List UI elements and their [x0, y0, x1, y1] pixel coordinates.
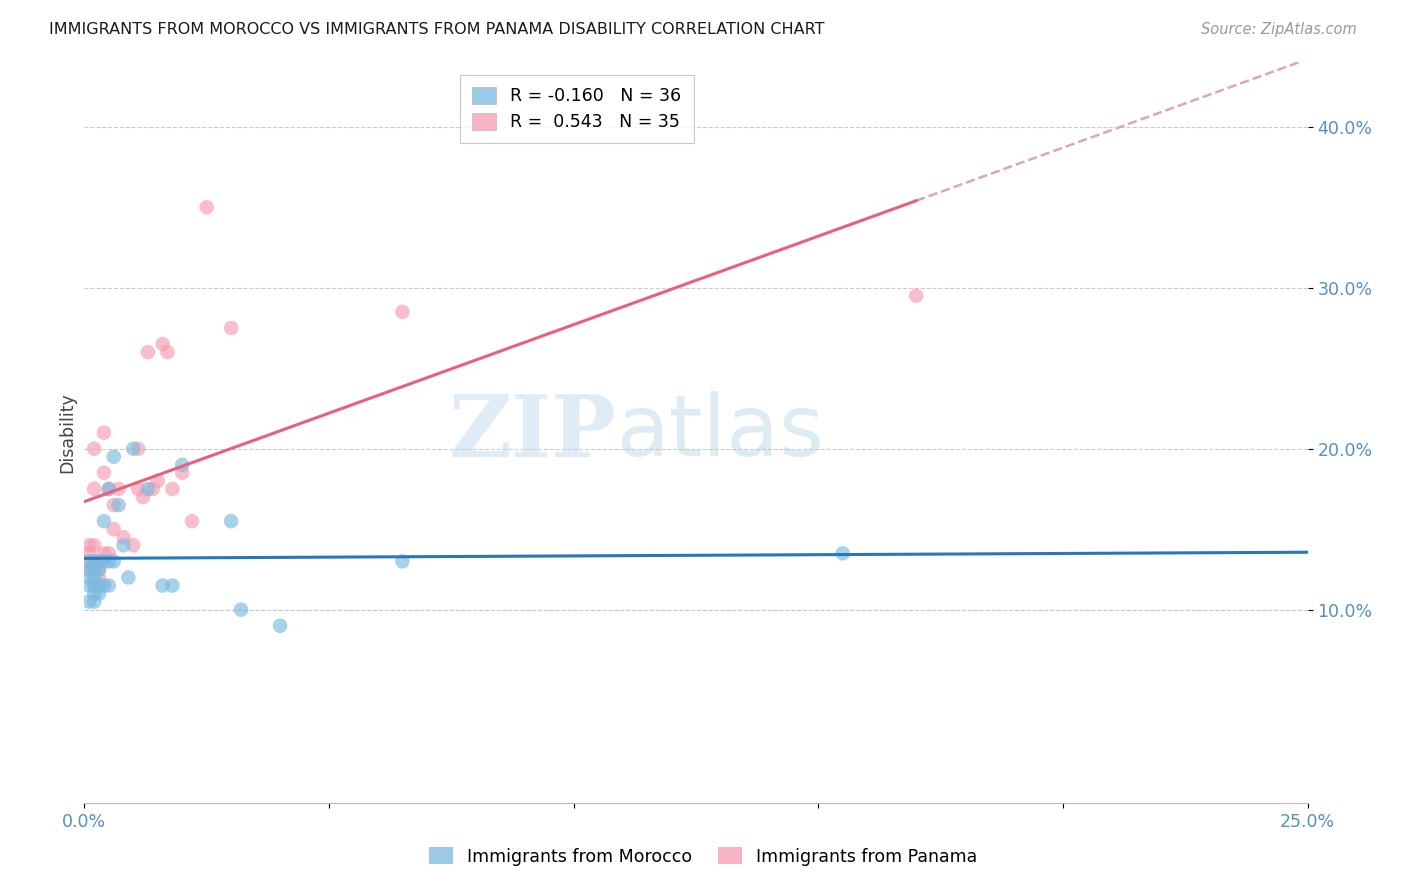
Point [132, 490, 155, 504]
Point [93, 554, 115, 568]
Point [83, 570, 105, 584]
Point [136, 482, 159, 496]
Point [229, 602, 252, 616]
Point [219, 321, 242, 335]
Point [127, 442, 149, 456]
Point [219, 514, 242, 528]
Point [122, 538, 145, 552]
Point [181, 514, 204, 528]
Point [77, 562, 100, 576]
Point [87, 562, 110, 576]
Point [146, 474, 169, 488]
Point [93, 514, 115, 528]
Point [93, 466, 115, 480]
Point [83, 482, 105, 496]
Point [117, 570, 139, 584]
Point [152, 337, 174, 351]
Point [87, 554, 110, 568]
Point [93, 546, 115, 560]
Point [103, 450, 125, 464]
Point [107, 498, 129, 512]
Point [156, 345, 179, 359]
Point [97, 546, 120, 560]
Point [77, 554, 100, 568]
Point [77, 554, 100, 568]
Point [93, 425, 115, 440]
Point [97, 482, 120, 496]
Point [83, 442, 105, 456]
Point [103, 554, 125, 568]
Y-axis label: Disability: Disability [58, 392, 76, 473]
Point [83, 586, 105, 600]
Point [905, 289, 928, 303]
Point [142, 482, 165, 496]
Point [103, 498, 125, 512]
Text: IMMIGRANTS FROM MOROCCO VS IMMIGRANTS FROM PANAMA DISABILITY CORRELATION CHART: IMMIGRANTS FROM MOROCCO VS IMMIGRANTS FR… [49, 22, 825, 37]
Point [77, 546, 100, 560]
Point [391, 554, 413, 568]
Point [87, 578, 110, 592]
Point [97, 482, 120, 496]
Point [97, 578, 120, 592]
Point [87, 586, 110, 600]
Point [83, 578, 105, 592]
Point [93, 578, 115, 592]
Point [77, 578, 100, 592]
Point [152, 578, 174, 592]
Point [87, 570, 110, 584]
Legend: R = -0.160   N = 36, R =  0.543   N = 35: R = -0.160 N = 36, R = 0.543 N = 35 [460, 75, 693, 144]
Point [83, 562, 105, 576]
Point [195, 200, 218, 214]
Text: atlas: atlas [616, 391, 824, 475]
Point [77, 570, 100, 584]
Point [83, 594, 105, 608]
Point [83, 554, 105, 568]
Point [162, 482, 184, 496]
Point [87, 562, 110, 576]
Point [107, 482, 129, 496]
Point [127, 482, 149, 496]
Point [162, 578, 184, 592]
Legend: Immigrants from Morocco, Immigrants from Panama: Immigrants from Morocco, Immigrants from… [422, 840, 984, 872]
Point [391, 305, 413, 319]
Point [77, 562, 100, 576]
Point [112, 538, 135, 552]
Point [136, 345, 159, 359]
Text: Source: ZipAtlas.com: Source: ZipAtlas.com [1201, 22, 1357, 37]
Point [77, 538, 100, 552]
Point [77, 594, 100, 608]
Text: ZIP: ZIP [449, 391, 616, 475]
Point [87, 554, 110, 568]
Point [83, 538, 105, 552]
Point [97, 554, 120, 568]
Point [112, 530, 135, 544]
Point [831, 546, 853, 560]
Point [103, 522, 125, 536]
Point [122, 442, 145, 456]
Point [172, 466, 194, 480]
Point [172, 458, 194, 472]
Point [269, 619, 291, 633]
